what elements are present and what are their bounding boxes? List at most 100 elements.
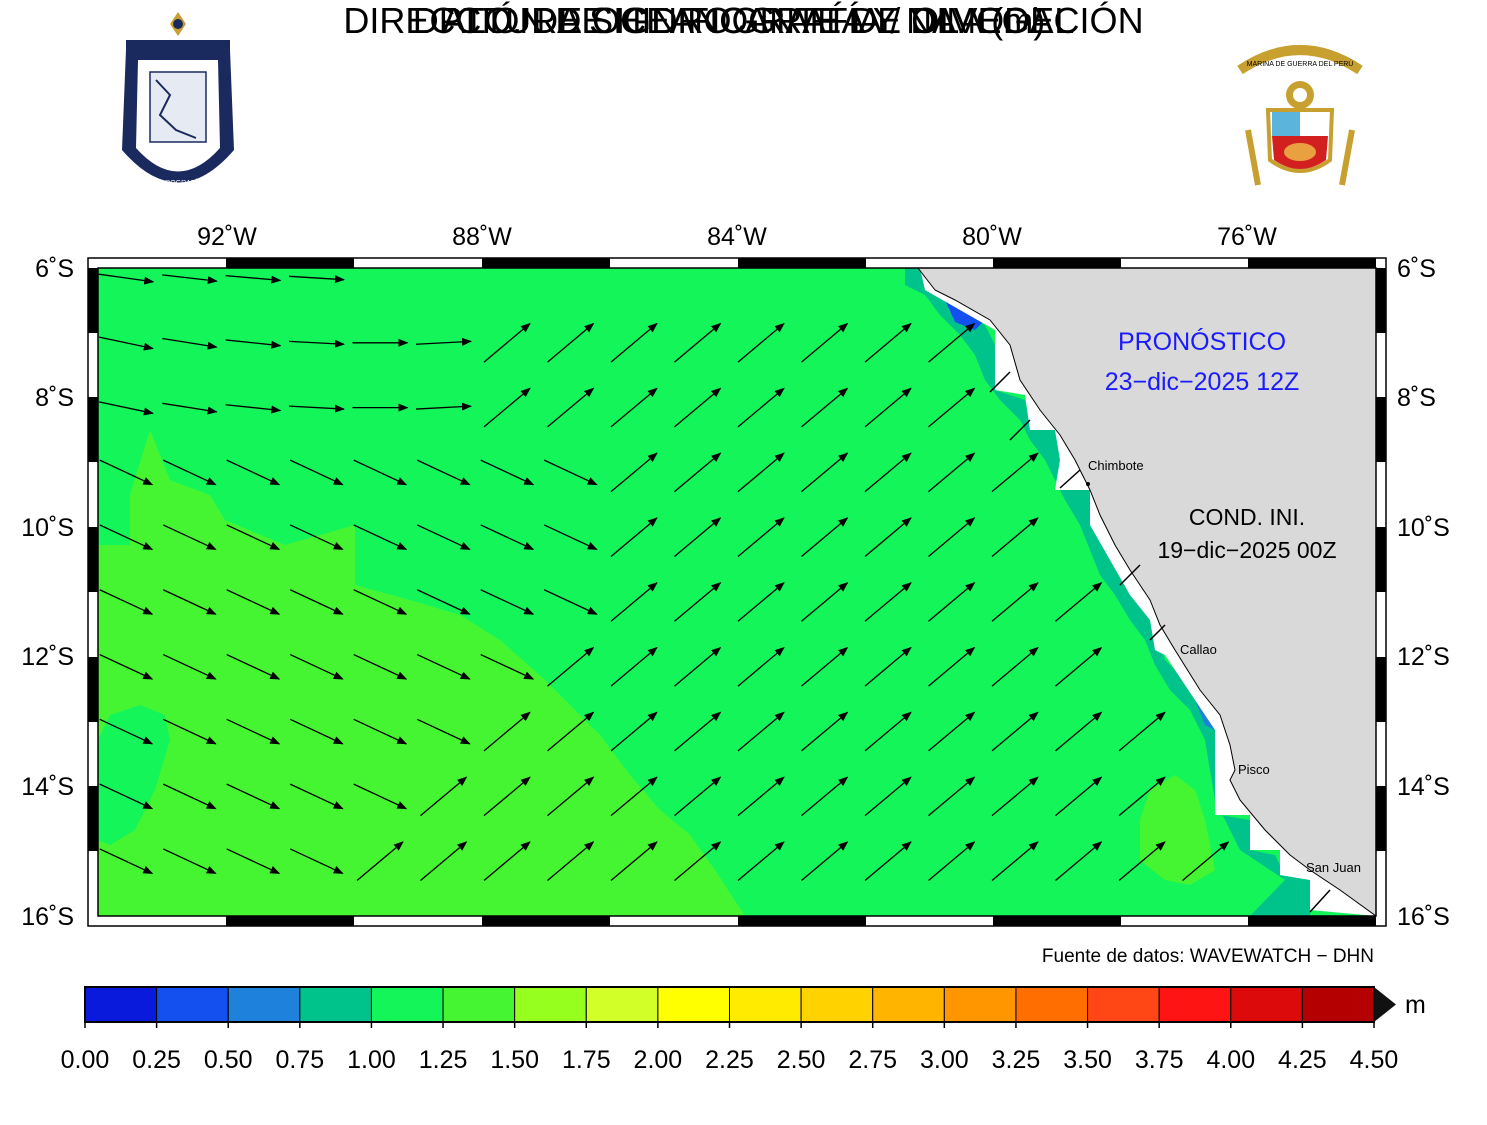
city-markers: Chimbote Callao Pisco San Juan <box>1086 458 1361 875</box>
wave-arrow <box>610 646 658 687</box>
wave-arrow <box>289 339 345 348</box>
colorbar-extend-arrow <box>1374 987 1396 1022</box>
dhn-seal-logo: DIRECCIÓN DE HIDROGRAFÍA Y NAVEGACIÓN <box>100 12 256 187</box>
wave-arrow <box>1055 776 1103 817</box>
wave-arrow <box>543 459 598 486</box>
wave-arrow <box>864 582 912 622</box>
init-date: 19−dic−2025 00Z <box>1157 537 1336 563</box>
lon-label: 88˚W <box>452 223 512 251</box>
colorbar-segment <box>514 986 587 1023</box>
wave-arrow <box>801 776 849 817</box>
wave-arrow <box>420 841 468 881</box>
wave-arrow <box>547 646 595 687</box>
wave-arrow <box>928 452 976 493</box>
wave-arrow <box>801 711 849 752</box>
wave-arrow <box>483 387 531 428</box>
wave-arrow <box>610 452 658 493</box>
wave-arrow <box>416 718 471 745</box>
wave-arrow <box>543 589 598 615</box>
wave-arrow <box>483 322 531 363</box>
wave-arrow <box>674 711 722 752</box>
colorbar-segment <box>156 986 229 1023</box>
wave-arrow <box>864 322 912 363</box>
wave-arrow <box>674 776 722 817</box>
wave-arrow <box>353 459 408 486</box>
colorbar-tick-label: 0.50 <box>204 1046 253 1074</box>
marina-emblem-logo: MARINA DE GUERRA DEL PERÚ <box>1237 45 1363 186</box>
wave-arrow <box>610 582 658 622</box>
city-label-callao: Callao <box>1180 642 1217 657</box>
colorbar-tick-label: 4.25 <box>1278 1046 1327 1074</box>
wave-arrow <box>928 322 976 363</box>
colorbar-tick-label: 0.75 <box>275 1046 324 1074</box>
wave-arrow <box>353 783 408 810</box>
wave-arrow <box>480 653 535 680</box>
wave-arrow <box>289 783 344 810</box>
wave-arrow <box>289 589 344 615</box>
wave-arrow <box>737 711 785 752</box>
colorbar-segment <box>800 986 874 1023</box>
wave-arrow <box>864 711 912 752</box>
wave-arrow <box>289 459 344 486</box>
wave-arrow <box>991 841 1039 881</box>
wave-arrow <box>928 646 976 687</box>
wave-arrow <box>162 524 217 551</box>
city-label-chimbote: Chimbote <box>1088 458 1144 473</box>
colorbar-tick-label: 3.50 <box>1063 1046 1112 1074</box>
colorbar-tick-label: 2.75 <box>848 1046 897 1074</box>
wave-arrow <box>480 589 535 615</box>
lat-label: 10˚S <box>1397 514 1450 542</box>
colorbar-segment <box>657 986 731 1023</box>
wave-arrow <box>353 524 408 551</box>
wave-arrow <box>674 452 722 493</box>
wave-arrow <box>289 524 344 551</box>
colorbar-segment <box>1087 986 1160 1023</box>
wave-arrow <box>99 524 154 551</box>
wave-arrow <box>610 387 658 428</box>
wave-arrow <box>547 387 595 428</box>
wave-arrow <box>162 718 217 745</box>
title-line-3: ALTURA SIGNIFICANTE DE OLA (m) <box>441 0 1046 41</box>
wave-arrow <box>1055 711 1103 752</box>
wave-arrow <box>864 387 912 428</box>
lat-label: 8˚S <box>35 384 74 412</box>
colorbar <box>84 986 1396 1023</box>
wave-arrow <box>416 459 471 486</box>
wave-arrow <box>416 337 472 346</box>
wave-arrow <box>98 401 154 416</box>
colorbar-tick-label: 3.00 <box>920 1046 969 1074</box>
lat-label: 6˚S <box>35 255 74 283</box>
colorbar-segment <box>1158 986 1232 1023</box>
colorbar-tick-label: 0.00 <box>61 1046 110 1074</box>
wave-arrow <box>226 718 281 745</box>
wave-arrow <box>1118 711 1166 752</box>
wave-arrow <box>928 517 976 557</box>
wave-arrow <box>162 653 217 680</box>
wave-arrow <box>547 841 595 881</box>
colorbar-tick-label: 1.25 <box>419 1046 468 1074</box>
forecast-date: 23−dic−2025 12Z <box>1105 368 1300 396</box>
wave-arrow <box>674 646 722 687</box>
wave-arrow <box>99 653 154 680</box>
data-source: Fuente de datos: WAVEWATCH − DHN <box>1042 946 1374 967</box>
lon-label: 84˚W <box>707 223 767 251</box>
wave-arrow <box>991 711 1039 752</box>
wave-arrow <box>547 322 595 363</box>
lat-label: 12˚S <box>1397 643 1450 671</box>
wave-arrow <box>225 404 282 414</box>
wave-arrow <box>353 718 408 745</box>
wave-arrow <box>547 711 595 752</box>
colorbar-segment <box>370 986 444 1023</box>
colorbar-segment <box>299 986 372 1023</box>
colorbar-segment <box>585 986 659 1023</box>
wave-arrow <box>1182 841 1230 881</box>
wave-height-field <box>98 268 1376 916</box>
colorbar-tick-label: 1.50 <box>490 1046 539 1074</box>
latitude-labels-right: 6˚S 8˚S 10˚S 12˚S 14˚S 16˚S <box>1397 255 1450 931</box>
wave-arrow <box>226 524 281 551</box>
wave-arrow <box>610 517 658 557</box>
wave-arrow <box>991 646 1039 687</box>
wave-arrow <box>416 524 471 551</box>
map-frame <box>87 257 1387 927</box>
